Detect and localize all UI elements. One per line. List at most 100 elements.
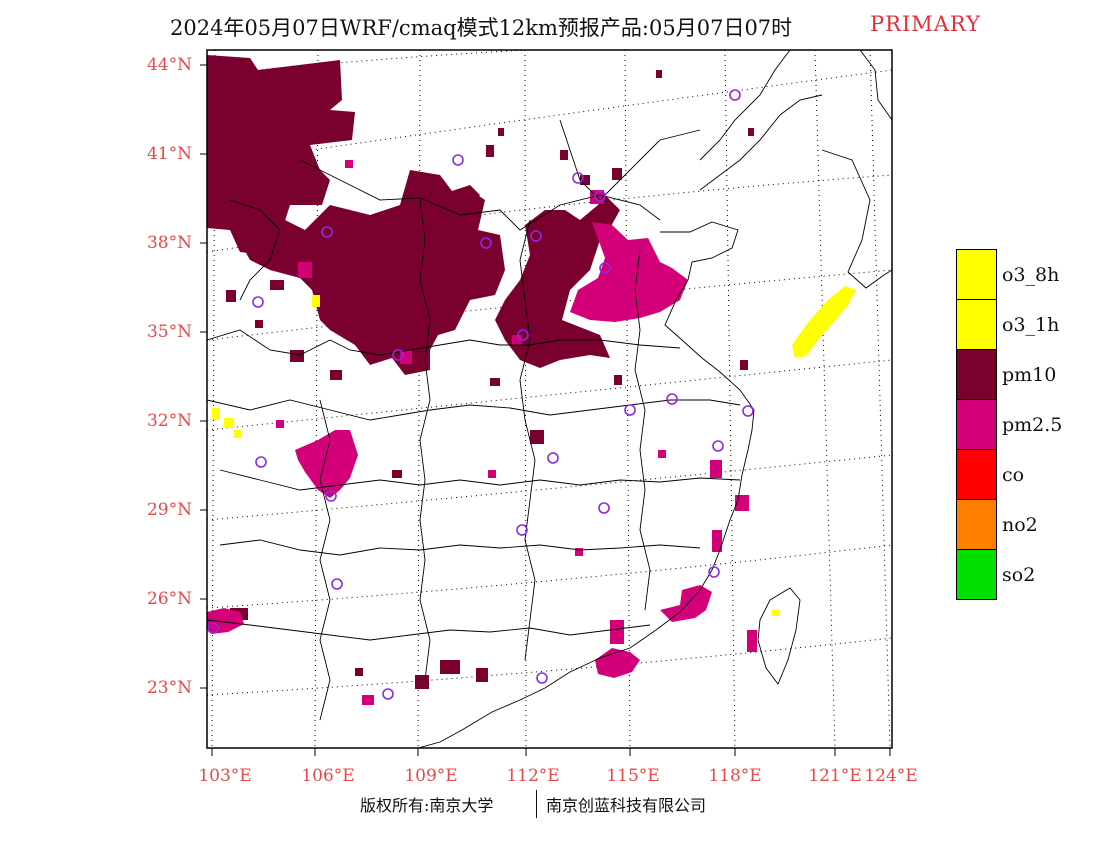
station-marker: [742, 405, 754, 417]
pm10-speck: [330, 370, 342, 380]
lon-label: 121°E: [808, 766, 862, 786]
pm10-speck: [290, 350, 304, 362]
pm10-mongolia-strip: [405, 185, 480, 215]
province-line: [219, 539, 701, 556]
pm10-speck: [270, 280, 284, 290]
o3-speck: [772, 610, 780, 616]
station-marker: [321, 226, 333, 238]
station-marker: [536, 672, 548, 684]
lat-label: 35°N: [146, 322, 192, 342]
meridian-124: [869, 50, 891, 748]
station-marker: [325, 490, 337, 502]
pm10-speck: [740, 360, 748, 370]
lon-label: 115°E: [606, 766, 660, 786]
meridian-118: [724, 50, 736, 748]
province-line: [634, 249, 651, 611]
o3-speck: [212, 408, 220, 420]
map-content: [207, 50, 892, 748]
parallel-26: [207, 544, 892, 609]
legend-label: o3_1h: [1002, 314, 1060, 336]
station-marker: [207, 622, 219, 634]
legend-swatch: [956, 299, 997, 350]
pm10-speck: [612, 168, 622, 180]
graticule: [207, 50, 892, 748]
lat-label: 32°N: [146, 411, 192, 431]
pm25-speck: [362, 695, 374, 705]
pm10-ordos-loess: [232, 170, 505, 375]
pm10-speck: [392, 470, 402, 478]
company-name: 南京创蓝科技有限公司: [546, 796, 707, 815]
station-marker: [480, 237, 492, 249]
copyright-owner: 版权所有:南京大学: [360, 796, 494, 815]
legend-item-o3-1h: o3_1h: [956, 299, 1096, 350]
o3-yellow-sea-plume: [792, 286, 856, 358]
o3-speck: [224, 418, 234, 428]
pm25-sichuan-chongqing: [295, 430, 358, 498]
pm10-north-china-plain: [495, 195, 620, 368]
meridian-112: [524, 50, 527, 748]
korea-peninsula: [821, 149, 892, 289]
station-marker: [708, 566, 720, 578]
pm25-speck: [345, 160, 353, 168]
map-frame: [206, 49, 893, 749]
pm25-speck: [276, 420, 284, 428]
copyright-footer: 版权所有:南京大学 南京创蓝科技有限公司: [360, 790, 760, 820]
station-marker: [382, 688, 394, 700]
pm10-speck: [748, 128, 754, 136]
legend-label: so2: [1002, 564, 1036, 586]
station-marker: [712, 440, 724, 452]
station-marker: [572, 172, 584, 184]
lon-label: 109°E: [404, 766, 458, 786]
pm10-speck: [415, 675, 429, 689]
primary-pollutant-tag: PRIMARY: [870, 12, 981, 36]
legend-item-so2: so2: [956, 549, 1096, 600]
pm10-speck: [614, 375, 622, 385]
pm10-areas: [207, 55, 754, 689]
pm10-speck: [476, 668, 488, 682]
station-marker: [452, 154, 464, 166]
station-marker: [729, 89, 741, 101]
o3-areas: [212, 286, 856, 616]
pm25-speck: [512, 335, 522, 345]
legend-swatch: [956, 499, 997, 550]
lon-label: 103°E: [198, 766, 252, 786]
lat-label: 29°N: [146, 500, 192, 520]
o3-speck: [234, 430, 242, 438]
legend-item-o3-8h: o3_8h: [956, 249, 1096, 300]
pm25-shandong-plume: [570, 222, 688, 322]
pm10-speck: [490, 378, 500, 386]
province-line: [299, 159, 661, 231]
pm25-speck: [298, 262, 312, 278]
meridian-121: [814, 50, 836, 748]
parallel-29: [207, 454, 892, 521]
lat-label: 26°N: [146, 589, 192, 609]
pm10-speck: [255, 320, 263, 328]
station-marker: [252, 296, 264, 308]
stations: [207, 89, 754, 700]
lat-label: 44°N: [146, 55, 192, 75]
station-marker: [530, 230, 542, 242]
legend-item-pm10: pm10: [956, 349, 1096, 400]
northeast-border: [699, 50, 892, 161]
lon-label: 118°E: [708, 766, 762, 786]
station-marker: [392, 349, 404, 361]
pm25-speck: [747, 630, 757, 652]
legend-item-co: co: [956, 449, 1096, 500]
province-line: [207, 329, 681, 356]
legend-label: co: [1002, 464, 1025, 486]
province-line: [419, 199, 431, 681]
meridian-106: [314, 50, 319, 748]
pm10-speck: [560, 150, 568, 160]
province-line: [207, 399, 741, 421]
pm25-speck: [488, 470, 496, 478]
o3-speck: [312, 295, 320, 307]
pm25-speck: [710, 460, 722, 478]
title-text: 2024年05月07日WRF/cmaq模式12km预报产品:05月07日07时: [170, 16, 793, 40]
map-title: 2024年05月07日WRF/cmaq模式12km预报产品:05月07日07时 …: [0, 12, 1100, 42]
legend-item-pm25: pm2.5: [956, 399, 1096, 450]
pm25-areas: [207, 160, 757, 705]
pm10-speck: [440, 660, 460, 674]
legend-label: pm10: [1002, 364, 1057, 386]
pm10-speck: [656, 70, 662, 78]
